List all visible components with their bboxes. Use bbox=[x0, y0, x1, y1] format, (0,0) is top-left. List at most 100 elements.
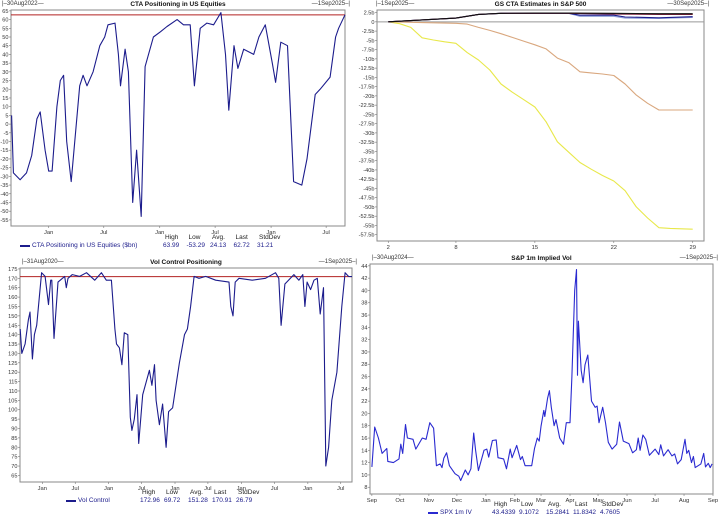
y-tick-label: 38 bbox=[361, 301, 367, 307]
y-tick-label: 75 bbox=[11, 455, 17, 461]
x-tick-label: Jun bbox=[622, 498, 631, 504]
y-tick-label: 20 bbox=[361, 411, 367, 417]
y-tick-label: -35b bbox=[363, 149, 374, 155]
x-tick-label: Jan bbox=[38, 486, 47, 492]
x-tick-label: Feb bbox=[510, 498, 520, 504]
x-tick-label: 8 bbox=[454, 245, 457, 251]
chart-title: CTA Positioning in US Equities bbox=[130, 1, 226, 8]
x-tick-label: 2 bbox=[387, 245, 390, 251]
y-tick-label: -45b bbox=[363, 186, 374, 192]
x-tick-label: Jul bbox=[271, 486, 278, 492]
y-tick-label: -30b bbox=[363, 131, 374, 137]
y-tick-label: 42 bbox=[361, 276, 367, 282]
y-tick-label: -42.5b bbox=[359, 177, 375, 183]
y-tick-label: -10b bbox=[363, 57, 374, 63]
y-tick-label: 80 bbox=[11, 445, 17, 451]
stat-header: High bbox=[165, 234, 179, 241]
series-line-0 bbox=[19, 272, 353, 467]
y-tick-label: -12.5b bbox=[359, 66, 375, 72]
chart-3: S&P 1m Implied Vol |–30Aug2024— —1Sep2025–… bbox=[361, 255, 718, 504]
series-line-1 bbox=[388, 21, 693, 111]
x-tick-label: Nov bbox=[424, 498, 434, 504]
stat-value: 69.72 bbox=[164, 496, 181, 504]
x-tick-label: Oct bbox=[395, 498, 404, 504]
y-tick-label: 36 bbox=[361, 313, 367, 319]
y-tick-label: 70 bbox=[11, 464, 17, 470]
y-tick-label: -7.5b bbox=[362, 48, 375, 54]
y-tick-label: -37.5b bbox=[359, 159, 375, 165]
y-tick-label: -47.5b bbox=[359, 196, 375, 202]
y-tick-label: -15 bbox=[0, 148, 8, 154]
x-tick-label: 15 bbox=[532, 245, 538, 251]
x-tick-label: Aug bbox=[679, 498, 689, 504]
series-line-0 bbox=[11, 12, 346, 217]
y-tick-label: 16 bbox=[361, 436, 367, 442]
y-tick-label: -20b bbox=[363, 94, 374, 100]
x-tick-label: Jan bbox=[303, 486, 312, 492]
stat-header: StdDev bbox=[259, 234, 281, 241]
stat-header: High bbox=[494, 501, 508, 508]
y-tick-label: 65 bbox=[11, 473, 17, 479]
y-tick-label: 130 bbox=[8, 351, 17, 357]
x-tick-label: Jul bbox=[211, 230, 218, 236]
y-tick-label: 15 bbox=[2, 96, 8, 102]
x-tick-label: Mar bbox=[536, 498, 546, 504]
y-tick-label: 170 bbox=[8, 276, 17, 282]
y-tick-label: 55 bbox=[2, 26, 8, 32]
x-tick-label: 22 bbox=[611, 245, 617, 251]
plot-frame bbox=[376, 9, 705, 242]
chart-title: GS CTA Estimates in S&P 500 bbox=[495, 1, 587, 8]
stat-header: StdDev bbox=[602, 501, 624, 508]
y-tick-label: -27.5b bbox=[359, 122, 375, 128]
x-tick-label: Jul bbox=[72, 486, 79, 492]
y-tick-label: -20 bbox=[0, 157, 8, 163]
y-tick-label: -45 bbox=[0, 200, 8, 206]
stat-header: Avg. bbox=[212, 234, 225, 241]
y-tick-label: 28 bbox=[361, 362, 367, 368]
x-tick-label: Jan bbox=[237, 486, 246, 492]
range-end-label: —1Sep2025–| bbox=[680, 255, 719, 261]
y-tick-label: -52.5b bbox=[359, 214, 375, 220]
stat-header: Low bbox=[521, 501, 533, 508]
legend-swatch bbox=[66, 500, 76, 502]
y-tick-label: 22 bbox=[361, 399, 367, 405]
y-tick-label: 5 bbox=[5, 113, 8, 119]
y-tick-label: 140 bbox=[8, 333, 17, 339]
legend-series-name: SPX 1m IV bbox=[440, 508, 472, 516]
y-tick-label: 10 bbox=[361, 473, 367, 479]
x-tick-label: Jul bbox=[100, 230, 107, 236]
stat-header: StdDev bbox=[238, 489, 260, 496]
y-tick-label: 125 bbox=[8, 361, 17, 367]
stat-value: 4.7605 bbox=[600, 508, 620, 516]
range-start-label: |–30Aug2024— bbox=[372, 255, 414, 261]
x-tick-label: Jan bbox=[481, 498, 490, 504]
range-end-label: —30Sep2025–| bbox=[667, 1, 709, 7]
y-tick-label: 65 bbox=[2, 9, 8, 15]
y-tick-label: 160 bbox=[8, 295, 17, 301]
stat-header: Last bbox=[235, 234, 248, 241]
y-tick-label: 60 bbox=[2, 18, 8, 24]
y-tick-label: -22.5b bbox=[359, 103, 375, 109]
y-tick-label: -5 bbox=[4, 131, 9, 137]
y-tick-label: 40 bbox=[361, 288, 367, 294]
chart-2: Vol Control Positioning |–31Aug2020— —1Sep… bbox=[8, 259, 357, 492]
legend-swatch bbox=[20, 245, 30, 247]
y-tick-label: 95 bbox=[11, 417, 17, 423]
stat-value: 151.28 bbox=[188, 496, 208, 504]
y-tick-label: -57.5b bbox=[359, 233, 375, 239]
y-tick-label: 110 bbox=[9, 389, 18, 395]
y-tick-label: -5b bbox=[366, 38, 374, 44]
y-tick-label: 30 bbox=[2, 70, 8, 76]
y-tick-label: 25 bbox=[2, 79, 8, 85]
y-tick-label: 35 bbox=[2, 61, 8, 67]
y-tick-label: 8 bbox=[364, 485, 367, 491]
series-line-5 bbox=[388, 12, 693, 23]
y-tick-label: 10 bbox=[2, 105, 8, 111]
stat-value: 62.72 bbox=[233, 241, 250, 249]
y-tick-label: 150 bbox=[8, 314, 17, 320]
x-tick-label: Jan bbox=[104, 486, 113, 492]
series-line-0 bbox=[371, 268, 713, 482]
range-start-label: |–30Aug2022— bbox=[2, 1, 44, 7]
stat-header: Last bbox=[575, 501, 588, 508]
